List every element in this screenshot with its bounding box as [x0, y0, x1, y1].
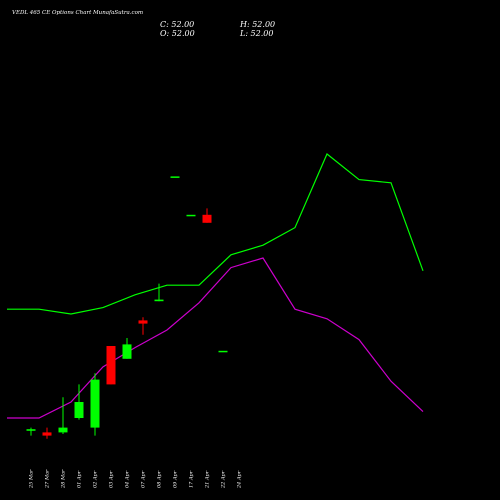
candle-body	[122, 344, 132, 359]
candle-body	[90, 379, 100, 428]
x-tick-label: 01 Apr	[77, 470, 83, 488]
x-tick-label: 02 Apr	[93, 470, 99, 488]
x-tick-label: 21 Apr	[205, 470, 211, 489]
candle-body	[58, 427, 68, 433]
lower-band-line	[7, 257, 424, 419]
chart-title: VEDL 465 CE Options Chart MunafaSutra.co…	[12, 10, 144, 16]
x-tick-label: 24 Apr	[237, 470, 243, 489]
x-tick-label: 03 Apr	[109, 470, 115, 488]
x-tick-label: 22 Apr	[221, 470, 227, 489]
candle-body	[218, 350, 228, 353]
x-tick-label: 28 Mar	[61, 469, 67, 489]
x-tick-label: 27 Mar	[45, 469, 51, 489]
candle-body	[170, 176, 180, 178]
x-tick-label: 09 Apr	[173, 470, 179, 488]
candle-body	[106, 346, 116, 385]
candle-body	[186, 214, 196, 217]
open-readout: O: 52.00	[160, 29, 195, 38]
close-readout: C: 52.00	[160, 20, 195, 29]
candle-body	[42, 432, 52, 436]
candle-body	[202, 214, 212, 223]
x-tick-label: 04 Apr	[125, 470, 131, 488]
candle-body	[154, 299, 164, 302]
candle-body	[138, 320, 148, 324]
x-tick-label: 25 Mar	[29, 469, 35, 489]
upper-band-line	[7, 153, 424, 315]
high-readout: H: 52.00	[240, 20, 276, 29]
candle-body	[74, 402, 84, 418]
x-tick-label: 17 Apr	[189, 470, 195, 488]
candle-body	[26, 429, 36, 431]
x-tick-label: 07 Apr	[141, 470, 147, 488]
x-tick-label: 08 Apr	[157, 470, 163, 488]
low-readout: L: 52.00	[240, 29, 274, 38]
